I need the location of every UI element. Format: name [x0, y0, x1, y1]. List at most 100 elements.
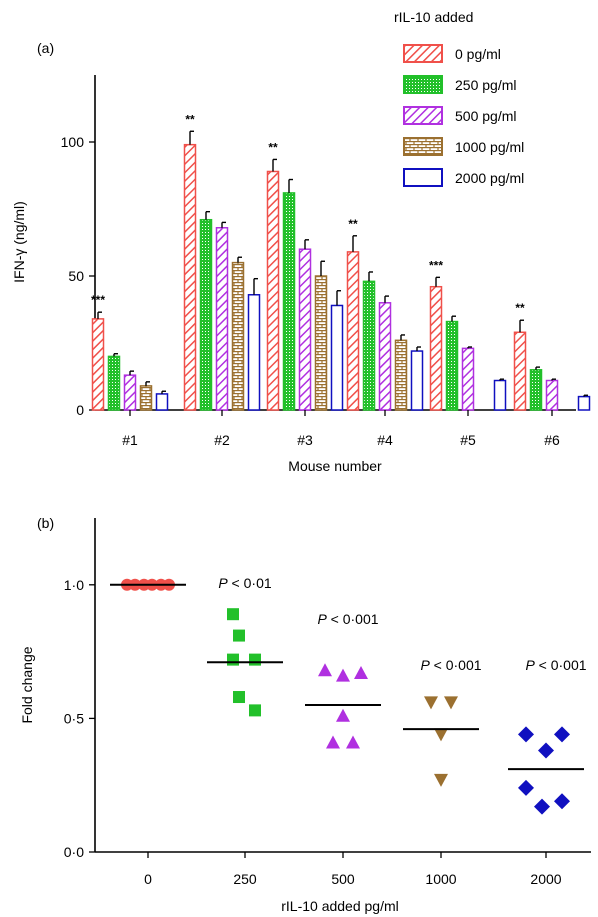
x-tick-label: 250	[233, 871, 257, 887]
data-point	[346, 735, 360, 749]
bar	[183, 143, 197, 411]
legend-title: rIL-10 added	[394, 9, 473, 25]
x-tick-label: #3	[297, 432, 313, 448]
bar	[346, 251, 360, 411]
bar	[231, 261, 245, 411]
bar	[155, 393, 169, 411]
x-tick-label: #1	[122, 432, 138, 448]
bar	[107, 355, 121, 411]
panel-b: (b) 0·00·51·0 0 250 500 1000 2000 P < 0·01P …	[19, 515, 591, 914]
bar	[362, 280, 376, 411]
bar	[429, 285, 443, 411]
legend-swatch	[403, 75, 443, 94]
legend-swatch	[403, 106, 443, 125]
data-point	[444, 696, 458, 710]
data-point	[518, 779, 534, 796]
legend-label: 250 pg/ml	[455, 77, 516, 93]
p-value-label: P < 0·001	[525, 657, 586, 673]
bar	[91, 318, 105, 411]
y-tick-label: 50	[68, 268, 84, 284]
p-value-label: P < 0·001	[317, 611, 378, 627]
bar	[513, 331, 527, 411]
data-point	[326, 735, 340, 749]
y-tick-label: 0	[76, 402, 84, 418]
y-tick-label: 0·0	[64, 844, 84, 860]
bar	[247, 294, 261, 411]
p-value-label: P < 0·01	[218, 575, 272, 591]
panel-a-bars: **************	[91, 112, 591, 411]
x-tick-label: #4	[377, 432, 393, 448]
y-tick-label: 100	[61, 134, 85, 150]
p-value-label: P < 0·001	[420, 657, 481, 673]
data-point	[233, 629, 245, 642]
x-tick-label: 0	[144, 871, 152, 887]
legend-items: 0 pg/ml 250 pg/ml 500 pg/ml 1000 pg/ml 2000 …	[403, 44, 524, 187]
bar	[266, 170, 280, 411]
bar	[298, 248, 312, 411]
panel-b-label: (b)	[37, 515, 54, 531]
bar	[493, 379, 507, 411]
panel-b-x-axis-title: rIL-10 added pg/ml	[281, 898, 399, 914]
bar	[529, 369, 543, 411]
bar	[394, 339, 408, 411]
data-point	[233, 691, 245, 704]
legend-label: 2000 pg/ml	[455, 170, 524, 186]
x-tick-label: 1000	[425, 871, 456, 887]
data-point	[534, 798, 550, 815]
legend-swatch	[403, 168, 443, 187]
panel-a-label: (a)	[37, 40, 54, 56]
bar	[410, 350, 424, 411]
bar	[123, 374, 137, 411]
data-point	[434, 728, 448, 742]
significance-label: ***	[429, 258, 443, 272]
bar	[199, 218, 213, 411]
x-tick-label: #6	[544, 432, 560, 448]
significance-label: **	[268, 140, 278, 154]
panel-b-y-axis-title: Fold change	[19, 646, 35, 723]
x-tick-label: #5	[460, 432, 476, 448]
legend-swatch	[403, 44, 443, 63]
panel-a-y-axis-title: IFN-γ (ng/ml)	[11, 201, 27, 283]
data-point	[336, 668, 350, 682]
legend-label: 0 pg/ml	[455, 46, 501, 62]
bar	[445, 320, 459, 411]
bar	[378, 302, 392, 411]
panel-b-axes	[94, 518, 591, 853]
legend: rIL-10 added 0 pg/ml 250 pg/ml 500 pg/ml 10…	[394, 9, 524, 187]
panel-b-x-ticks: 0 250 500 1000 2000	[144, 852, 562, 887]
data-point	[318, 663, 332, 677]
y-tick-label: 1·0	[64, 577, 84, 593]
bar	[577, 395, 591, 411]
data-point	[354, 665, 368, 679]
legend-label: 1000 pg/ml	[455, 139, 524, 155]
bar	[545, 379, 559, 411]
y-tick-label: 0·5	[64, 710, 84, 726]
x-tick-label: 2000	[530, 871, 561, 887]
bar	[139, 385, 153, 411]
significance-label: ***	[91, 293, 105, 307]
panel-b-points: P < 0·01 P < 0·001 P < 0·001 P < 0·001	[110, 575, 587, 815]
x-tick-label: #2	[214, 432, 230, 448]
bar	[330, 304, 344, 411]
data-point	[249, 704, 261, 717]
x-tick-label: 500	[331, 871, 355, 887]
data-point	[538, 742, 554, 759]
panel-a-y-ticks: 0 50 100	[61, 134, 95, 418]
data-point	[554, 793, 570, 810]
panel-b-y-ticks: 0·0 0·5 1·0	[64, 577, 95, 860]
panel-a-x-axis-title: Mouse number	[288, 458, 382, 474]
bar	[282, 192, 296, 411]
legend-swatch	[403, 137, 443, 156]
bar	[314, 275, 328, 411]
bar	[461, 347, 475, 411]
data-point	[249, 653, 261, 666]
data-point	[336, 708, 350, 722]
significance-label: **	[185, 112, 195, 126]
bar	[215, 227, 229, 411]
panel-a-x-ticks: #1 #2 #3 #4 #5 #6	[122, 410, 560, 448]
data-point	[434, 773, 448, 787]
significance-label: **	[515, 301, 525, 315]
data-point	[518, 726, 534, 743]
